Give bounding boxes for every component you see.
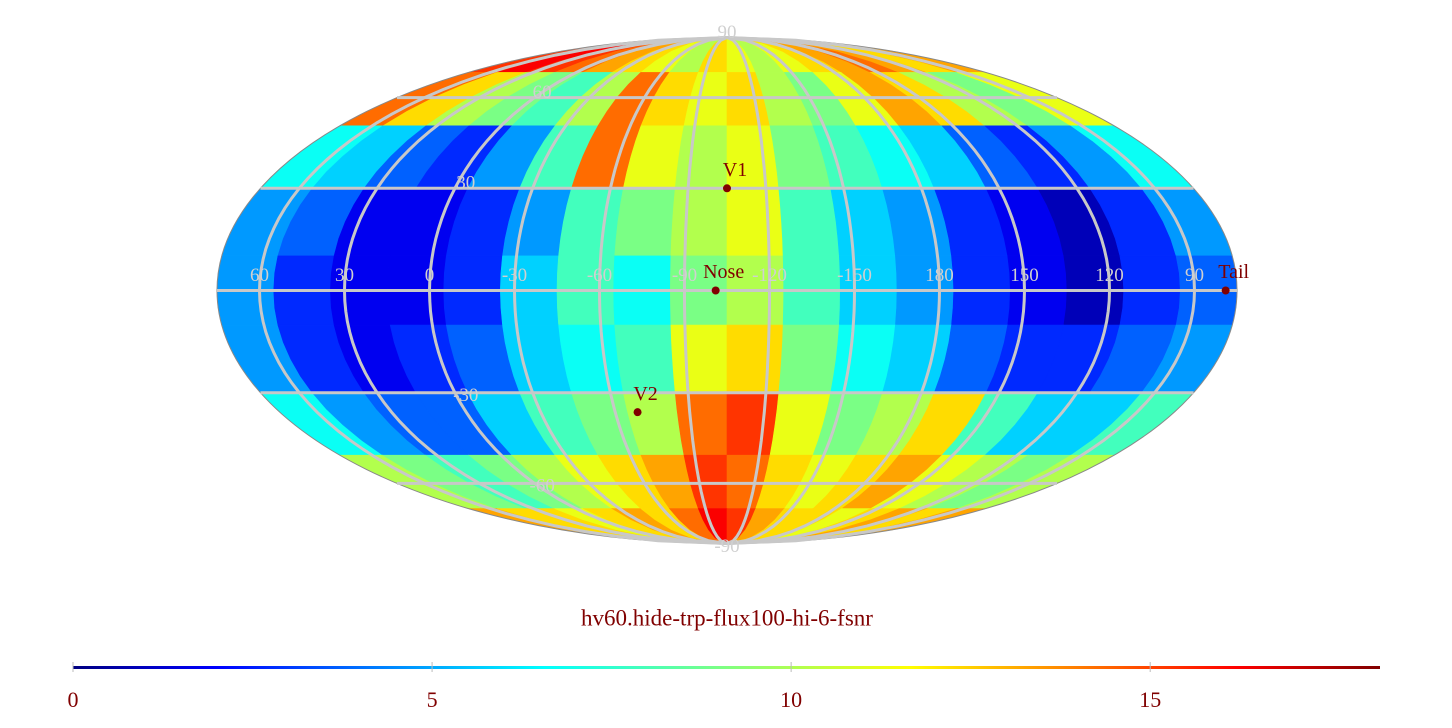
heat-cell — [670, 324, 728, 394]
y-tick-label: -30 — [453, 385, 478, 406]
marker — [633, 408, 642, 417]
colorbar-tick-label: 10 — [780, 687, 802, 712]
y-tick-label: -90 — [714, 536, 739, 557]
x-tick-label: 60 — [250, 265, 269, 286]
x-tick-label: 0 — [425, 265, 435, 286]
colorbar-ticks: 0 5 10 15 — [68, 662, 1161, 712]
marker — [711, 286, 720, 295]
x-tick-label: -150 — [837, 265, 872, 286]
heat-cell — [778, 324, 840, 394]
colorbar — [73, 666, 1380, 669]
x-tick-label: -120 — [752, 265, 787, 286]
x-tick-label: -60 — [587, 265, 612, 286]
marker-label: V2 — [633, 383, 657, 405]
heat-cell — [670, 188, 728, 257]
x-tick-label: 90 — [1185, 265, 1204, 286]
y-tick-label: 60 — [533, 82, 552, 103]
heat-cell — [674, 392, 728, 456]
graticule — [216, 36, 1238, 545]
colorbar-tick-label: 15 — [1139, 687, 1161, 712]
chart-title: hv60.hide-trp-flux100-hi-6-fsnr — [581, 605, 873, 630]
x-tick-label: 30 — [335, 265, 354, 286]
marker-label: Tail — [1218, 261, 1249, 283]
heat-cell — [726, 392, 780, 456]
heat-cell — [726, 188, 784, 257]
y-tick-label: -60 — [530, 476, 555, 497]
marker — [723, 184, 731, 193]
colorbar-tick-label: 0 — [68, 687, 79, 712]
x-tick-label: 150 — [1010, 265, 1039, 286]
x-tick-label: -30 — [502, 265, 527, 286]
colorbar-tick-label: 5 — [427, 687, 438, 712]
marker — [1221, 286, 1230, 295]
heat-cell — [778, 188, 840, 257]
x-tick-label: 180 — [925, 265, 954, 286]
labels: 60 30 0 -30 -60 -90 -120 -150 180 150 120 90 90 60 30 -… — [250, 22, 1250, 557]
heat-cell — [674, 125, 728, 189]
y-tick-label: 30 — [456, 173, 475, 194]
y-tick-label: 90 — [718, 22, 737, 43]
heat-cell — [726, 324, 784, 394]
x-tick-label: -90 — [672, 265, 697, 286]
marker-label: V1 — [723, 159, 747, 181]
heat-cell — [614, 188, 676, 257]
marker-label: Nose — [703, 261, 744, 283]
x-tick-label: 120 — [1095, 265, 1124, 286]
